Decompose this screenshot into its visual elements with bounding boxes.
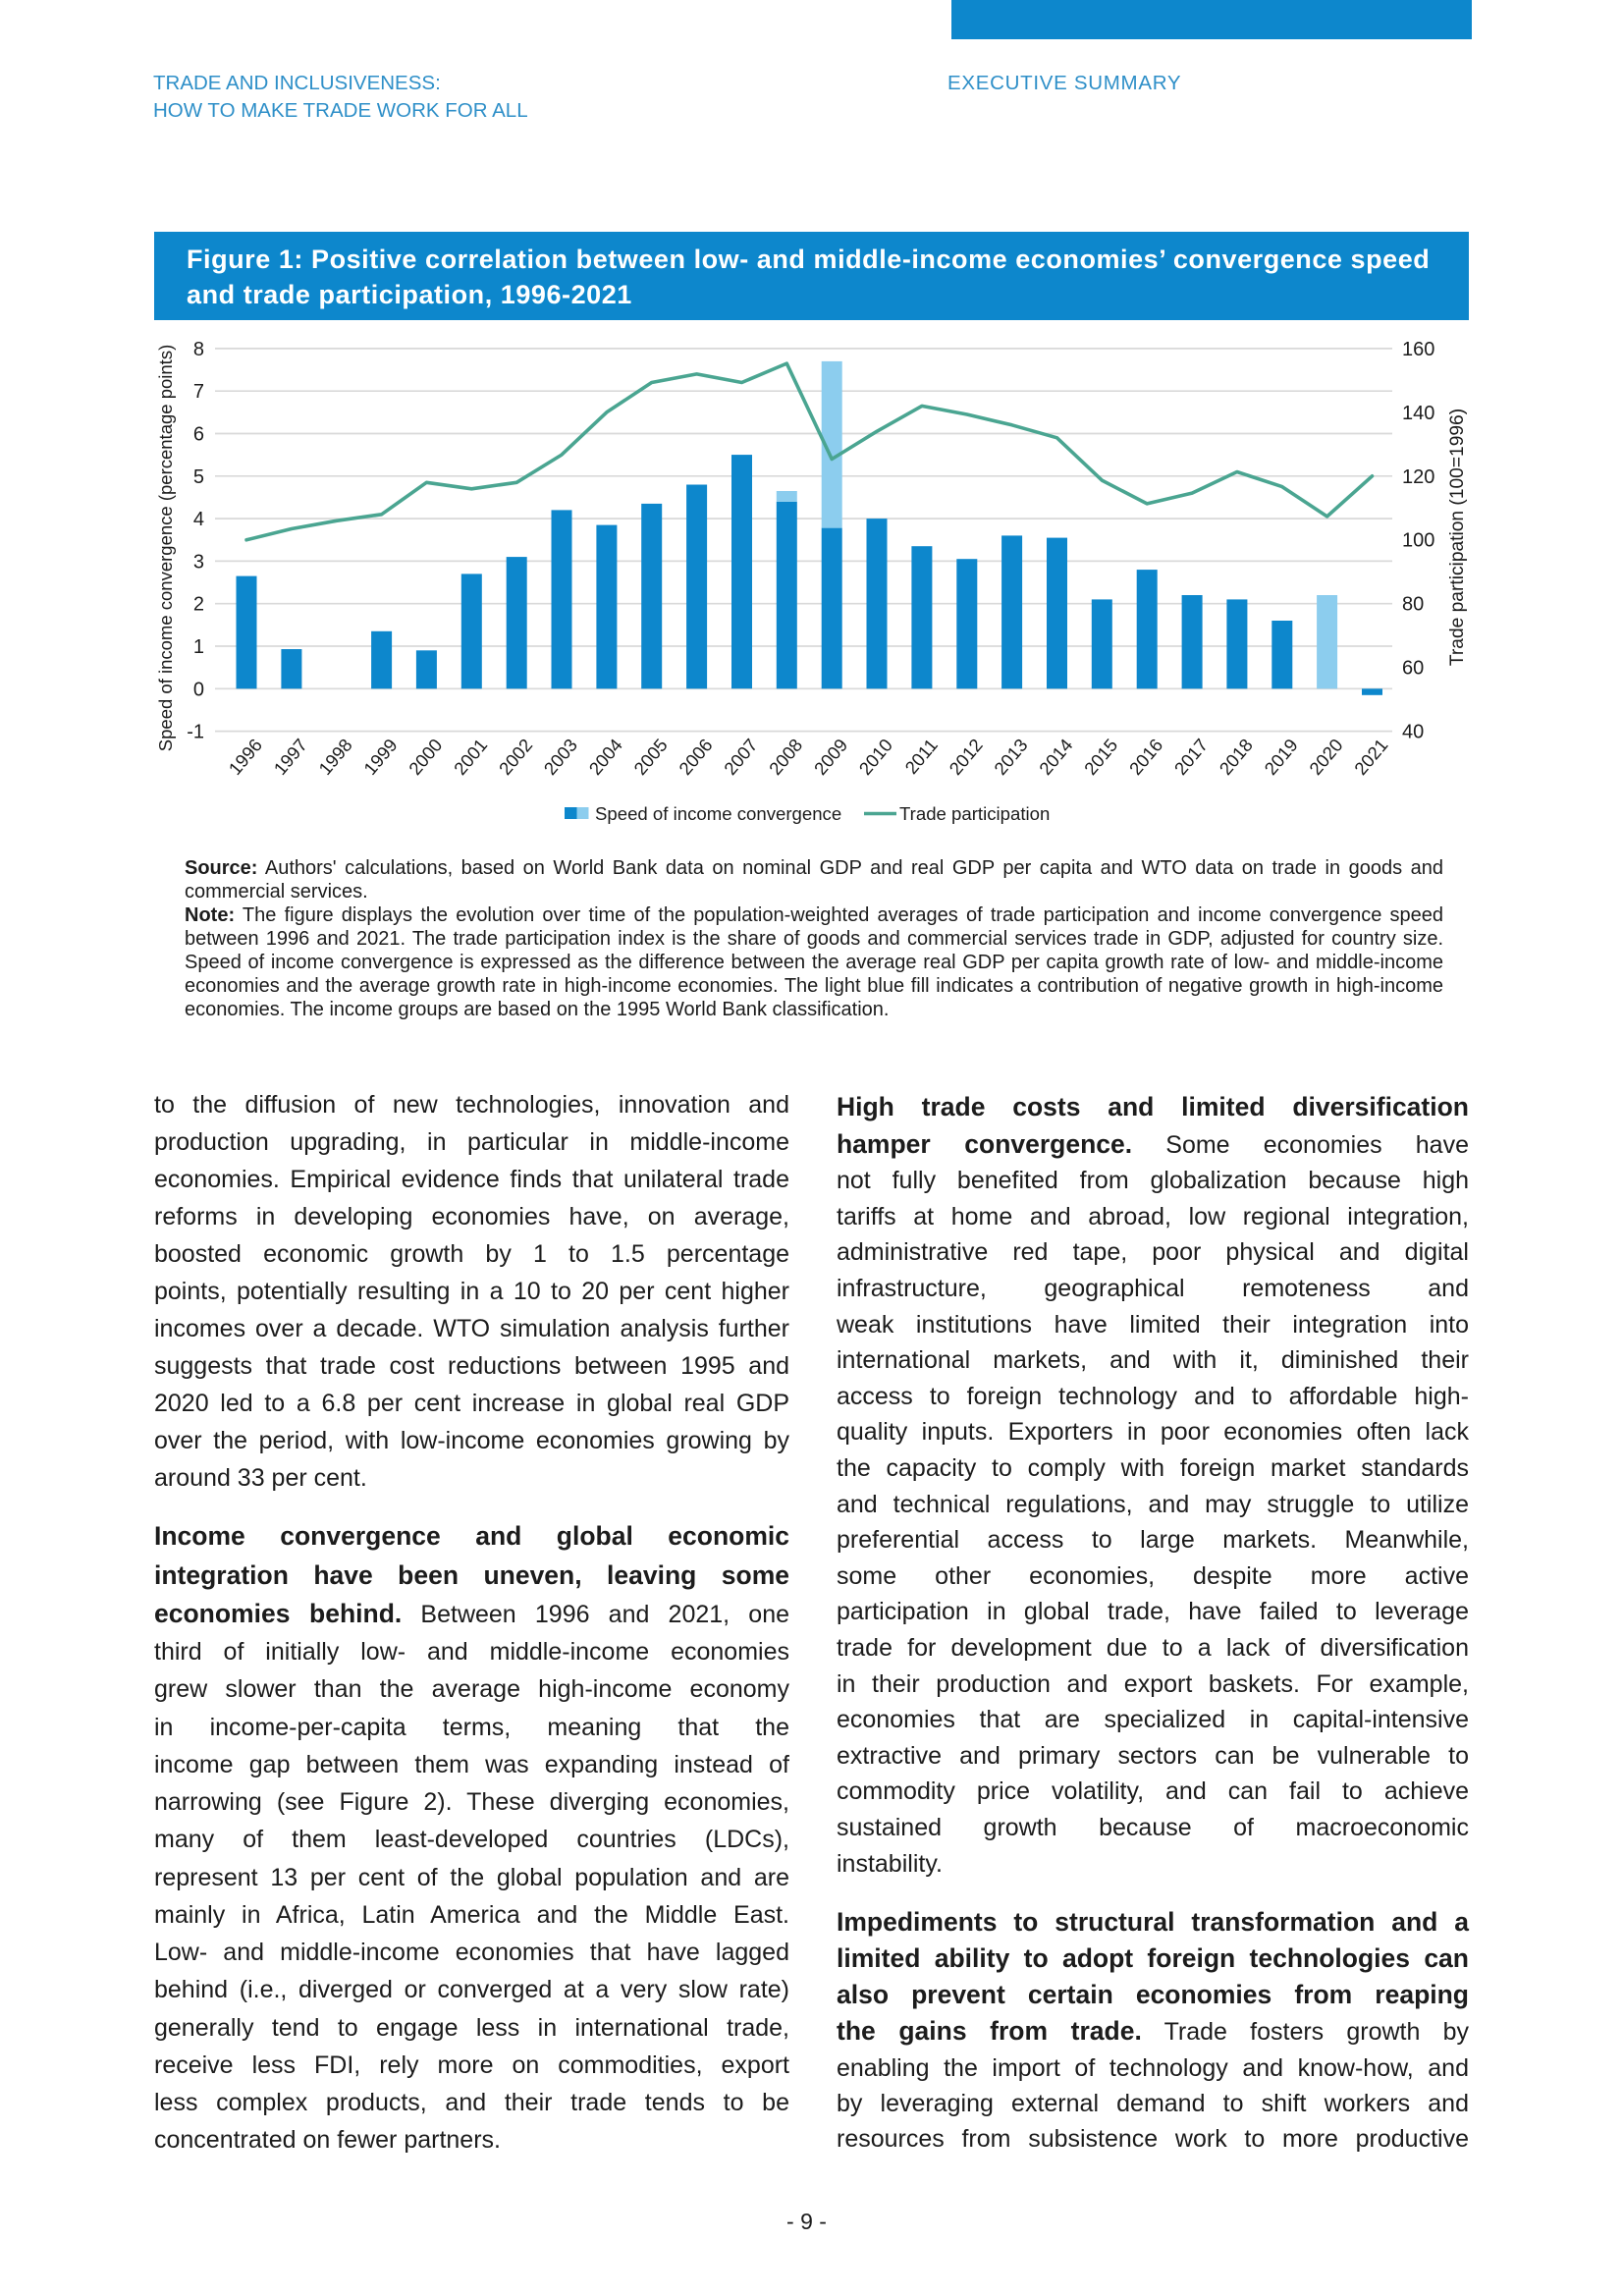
svg-text:2014: 2014 xyxy=(1035,735,1077,779)
svg-text:1: 1 xyxy=(193,636,204,658)
svg-text:1996: 1996 xyxy=(225,735,267,779)
svg-text:80: 80 xyxy=(1402,594,1424,616)
svg-text:2007: 2007 xyxy=(720,735,762,779)
svg-text:2021: 2021 xyxy=(1350,735,1392,779)
svg-text:1997: 1997 xyxy=(269,735,311,779)
svg-text:6: 6 xyxy=(193,424,204,446)
svg-text:3: 3 xyxy=(193,551,204,573)
svg-text:2016: 2016 xyxy=(1125,735,1167,779)
svg-text:2020: 2020 xyxy=(1305,735,1347,779)
svg-text:2017: 2017 xyxy=(1170,735,1213,779)
svg-text:2001: 2001 xyxy=(450,735,492,779)
svg-text:2011: 2011 xyxy=(900,735,942,778)
svg-text:2003: 2003 xyxy=(540,735,582,779)
svg-text:-1: -1 xyxy=(187,722,204,743)
svg-text:2004: 2004 xyxy=(584,735,626,779)
svg-text:0: 0 xyxy=(193,679,204,700)
svg-text:4: 4 xyxy=(193,509,204,530)
svg-text:2002: 2002 xyxy=(495,735,537,779)
svg-text:8: 8 xyxy=(193,339,204,360)
svg-text:2010: 2010 xyxy=(855,735,897,779)
svg-text:Trade participation (100=1996): Trade participation (100=1996) xyxy=(1447,409,1468,666)
svg-text:2: 2 xyxy=(193,594,204,616)
svg-text:Speed of income convergence (p: Speed of income convergence (percentage … xyxy=(155,345,176,751)
svg-text:2019: 2019 xyxy=(1260,735,1302,779)
svg-text:2013: 2013 xyxy=(990,735,1032,779)
svg-text:120: 120 xyxy=(1402,466,1434,488)
svg-text:1998: 1998 xyxy=(314,735,356,779)
svg-text:7: 7 xyxy=(193,381,204,403)
svg-text:2012: 2012 xyxy=(945,735,987,779)
svg-text:2005: 2005 xyxy=(629,735,672,779)
svg-text:160: 160 xyxy=(1402,339,1434,360)
svg-text:2000: 2000 xyxy=(405,735,447,779)
svg-text:140: 140 xyxy=(1402,403,1434,424)
svg-text:2008: 2008 xyxy=(765,735,807,779)
svg-text:Trade participation: Trade participation xyxy=(899,803,1050,824)
svg-text:2006: 2006 xyxy=(675,735,717,779)
svg-text:60: 60 xyxy=(1402,658,1424,680)
svg-text:100: 100 xyxy=(1402,530,1434,552)
svg-text:40: 40 xyxy=(1402,722,1424,743)
svg-text:2009: 2009 xyxy=(810,735,852,779)
svg-text:1999: 1999 xyxy=(359,735,402,779)
svg-text:2015: 2015 xyxy=(1080,735,1122,779)
svg-text:Speed of income convergence: Speed of income convergence xyxy=(595,803,841,824)
svg-text:2018: 2018 xyxy=(1215,735,1257,779)
svg-text:5: 5 xyxy=(193,466,204,488)
